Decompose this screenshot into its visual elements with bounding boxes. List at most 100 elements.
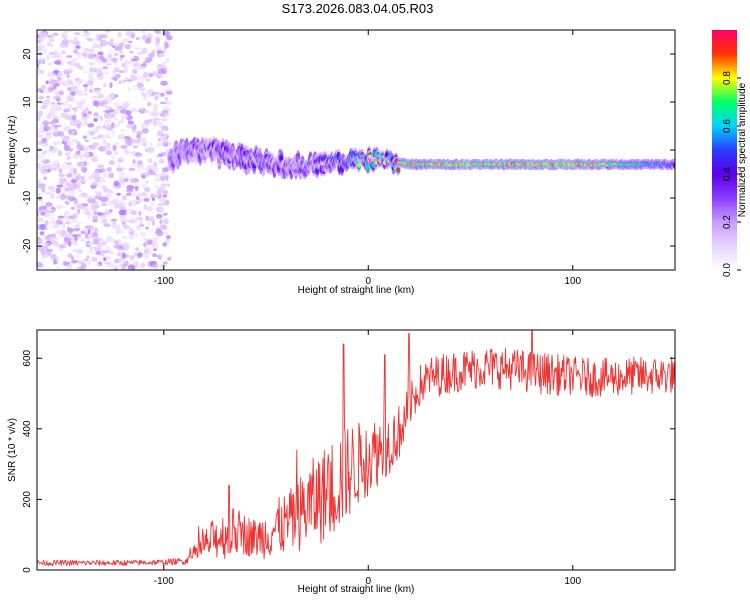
heatmap-cell	[158, 197, 167, 203]
heatmap-cell	[90, 37, 98, 43]
heatmap-cell	[123, 66, 129, 73]
heatmap-cell	[150, 194, 158, 199]
heatmap-cell	[279, 155, 284, 162]
heatmap-cell	[252, 162, 257, 169]
heatmap-cell	[118, 176, 126, 181]
heatmap-cell	[127, 178, 136, 182]
heatmap-cell	[134, 152, 143, 157]
heatmap-cell	[72, 234, 79, 237]
heatmap-cell	[77, 101, 84, 106]
heatmap-cell	[73, 58, 78, 62]
heatmap-cell	[82, 110, 86, 115]
heatmap-cell	[133, 252, 139, 257]
heatmap-cell	[71, 138, 79, 143]
heatmap-cell	[144, 194, 149, 199]
heatmap-cell	[79, 154, 87, 157]
snr-x-axis-label: Height of straight line (km)	[298, 584, 415, 595]
heatmap-cell	[65, 151, 71, 155]
heatmap-cell	[91, 158, 98, 162]
heatmap-cell	[49, 38, 56, 43]
heatmap-cell	[83, 47, 90, 52]
heatmap-cell	[129, 229, 136, 233]
heatmap-cell	[97, 59, 102, 66]
heatmap-cell	[61, 38, 69, 45]
heatmap-cell	[106, 123, 111, 131]
heatmap-cell	[95, 89, 102, 94]
heatmap-cell	[148, 172, 157, 176]
heatmap-cell	[67, 140, 73, 146]
heatmap-cell	[113, 77, 118, 82]
heatmap-cell	[53, 141, 58, 146]
heatmap-cell	[136, 225, 140, 230]
heatmap-cell	[76, 248, 84, 255]
heatmap-cell	[40, 199, 45, 206]
heatmap-cell	[74, 48, 78, 54]
heatmap-cell	[62, 222, 66, 229]
heatmap-cell	[58, 90, 65, 96]
heatmap-cell	[121, 103, 128, 110]
heatmap-cell	[117, 70, 126, 74]
heatmap-cell	[41, 158, 46, 163]
heatmap-cell	[157, 142, 164, 147]
heatmap-cell	[111, 198, 120, 205]
heatmap-cell	[108, 209, 113, 213]
heatmap-cell	[62, 232, 67, 236]
heatmap-cell	[42, 242, 50, 245]
heatmap-cell	[71, 248, 78, 252]
heatmap-cell	[65, 221, 71, 225]
heatmap-cell	[152, 70, 157, 75]
heatmap-cell	[49, 121, 55, 125]
heatmap-cell	[58, 168, 63, 174]
heatmap-cell	[138, 87, 147, 92]
heatmap-cell	[48, 216, 55, 220]
heatmap-cell	[107, 30, 111, 33]
heatmap-cell	[145, 166, 150, 172]
heatmap-cell	[148, 52, 155, 58]
heatmap-cell	[107, 250, 114, 255]
heatmap-cell	[165, 107, 171, 112]
heatmap-cell	[147, 101, 152, 107]
heatmap-cell	[99, 115, 103, 122]
heatmap-cell	[89, 86, 93, 92]
heatmap-cell	[41, 205, 48, 210]
heatmap-cell	[135, 65, 142, 70]
heatmap-cell	[86, 255, 90, 259]
heatmap-cell	[53, 69, 60, 74]
heatmap-cell	[88, 62, 95, 66]
heatmap-cell	[144, 253, 149, 259]
heatmap-cell	[70, 179, 77, 184]
heatmap-cell	[158, 53, 166, 58]
heatmap-cell	[40, 85, 47, 90]
colorbar-bar	[712, 30, 737, 270]
heatmap-cell	[134, 186, 139, 192]
heatmap-cell	[101, 218, 108, 225]
heatmap-cell	[120, 128, 126, 132]
heatmap-cell	[87, 123, 95, 128]
heatmap-cell	[162, 61, 167, 65]
heatmap-cell	[73, 167, 77, 174]
heatmap-cell	[77, 233, 81, 238]
heatmap-cell	[52, 118, 60, 124]
heatmap-cell	[55, 256, 60, 263]
heatmap-cell	[83, 30, 88, 34]
heatmap-cell	[91, 155, 99, 159]
heatmap-cell	[71, 260, 79, 264]
heatmap-cell	[165, 101, 172, 105]
heatmap-cell	[126, 137, 134, 143]
heatmap-cell	[56, 193, 61, 197]
heatmap-cell	[117, 238, 122, 245]
heatmap-cell	[134, 47, 142, 50]
heatmap-cell	[92, 142, 100, 147]
heatmap-cell	[83, 146, 89, 151]
heatmap-cell	[69, 89, 74, 93]
heatmap-cell	[42, 150, 46, 155]
heatmap-cell	[111, 132, 116, 137]
heatmap-cell	[135, 37, 140, 40]
heatmap-cell	[96, 182, 102, 188]
colorbar-tick-label: 0.0	[722, 263, 733, 277]
heatmap-cell	[138, 160, 143, 165]
heatmap-cell	[50, 111, 57, 118]
heatmap-cell	[145, 57, 153, 63]
heatmap-cell	[93, 100, 100, 107]
heatmap-cell	[130, 180, 135, 184]
